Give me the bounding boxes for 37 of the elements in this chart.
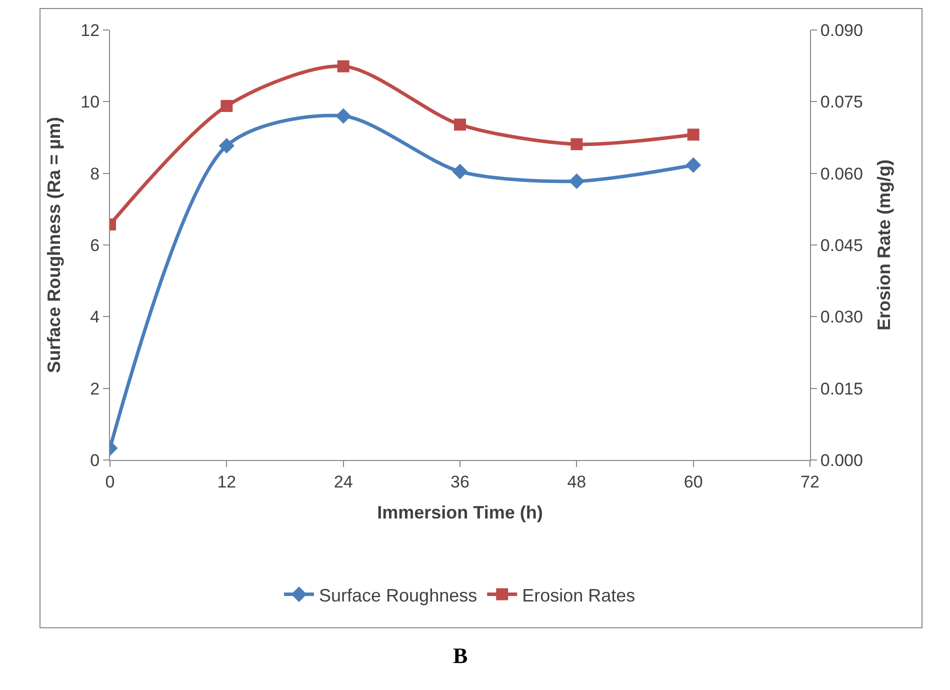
y2-tick-label: 0.000 bbox=[820, 450, 863, 470]
y-axis-title: Surface Roughness (Ra = µm) bbox=[44, 117, 64, 373]
legend-label: Erosion Rates bbox=[522, 585, 636, 606]
x-tick-label: 72 bbox=[800, 472, 820, 492]
x-tick-label: 48 bbox=[567, 472, 586, 492]
point bbox=[218, 138, 234, 154]
point bbox=[568, 173, 584, 190]
y2-tick-label: 0.015 bbox=[820, 379, 863, 398]
y2-tick-label: 0.075 bbox=[820, 92, 863, 112]
point bbox=[337, 60, 350, 72]
point bbox=[452, 164, 468, 180]
y2-tick-label: 0.060 bbox=[820, 164, 863, 184]
y-tick-label: 12 bbox=[80, 20, 100, 40]
text: B bbox=[453, 643, 468, 668]
y-tick-label: 10 bbox=[80, 92, 100, 112]
point bbox=[220, 100, 233, 112]
x-tick-label: 60 bbox=[684, 472, 703, 492]
y2-tick-label: 0.090 bbox=[820, 20, 863, 40]
y2-tick-label: 0.030 bbox=[820, 308, 863, 327]
point bbox=[686, 157, 702, 173]
y-tick-label: 6 bbox=[90, 236, 100, 255]
y-tick-label: 0 bbox=[90, 450, 100, 470]
y2-tick-label: 0.045 bbox=[820, 236, 863, 255]
x-tick-label: 0 bbox=[105, 472, 115, 492]
x-axis-title: Immersion Time (h) bbox=[377, 502, 543, 522]
point bbox=[454, 118, 466, 131]
legend-label: Surface Roughness bbox=[319, 585, 478, 606]
x-tick-label: 36 bbox=[450, 472, 470, 492]
y2-axis-title: Erosion Rate (mg/g) bbox=[874, 159, 894, 331]
y-tick-label: 2 bbox=[90, 379, 100, 398]
x-tick-label: 24 bbox=[334, 472, 353, 492]
y-tick-label: 4 bbox=[90, 308, 100, 327]
point bbox=[687, 128, 700, 141]
point bbox=[336, 108, 352, 124]
y-tick-label: 8 bbox=[90, 164, 100, 184]
x-tick-label: 12 bbox=[217, 472, 236, 492]
point bbox=[570, 138, 583, 150]
